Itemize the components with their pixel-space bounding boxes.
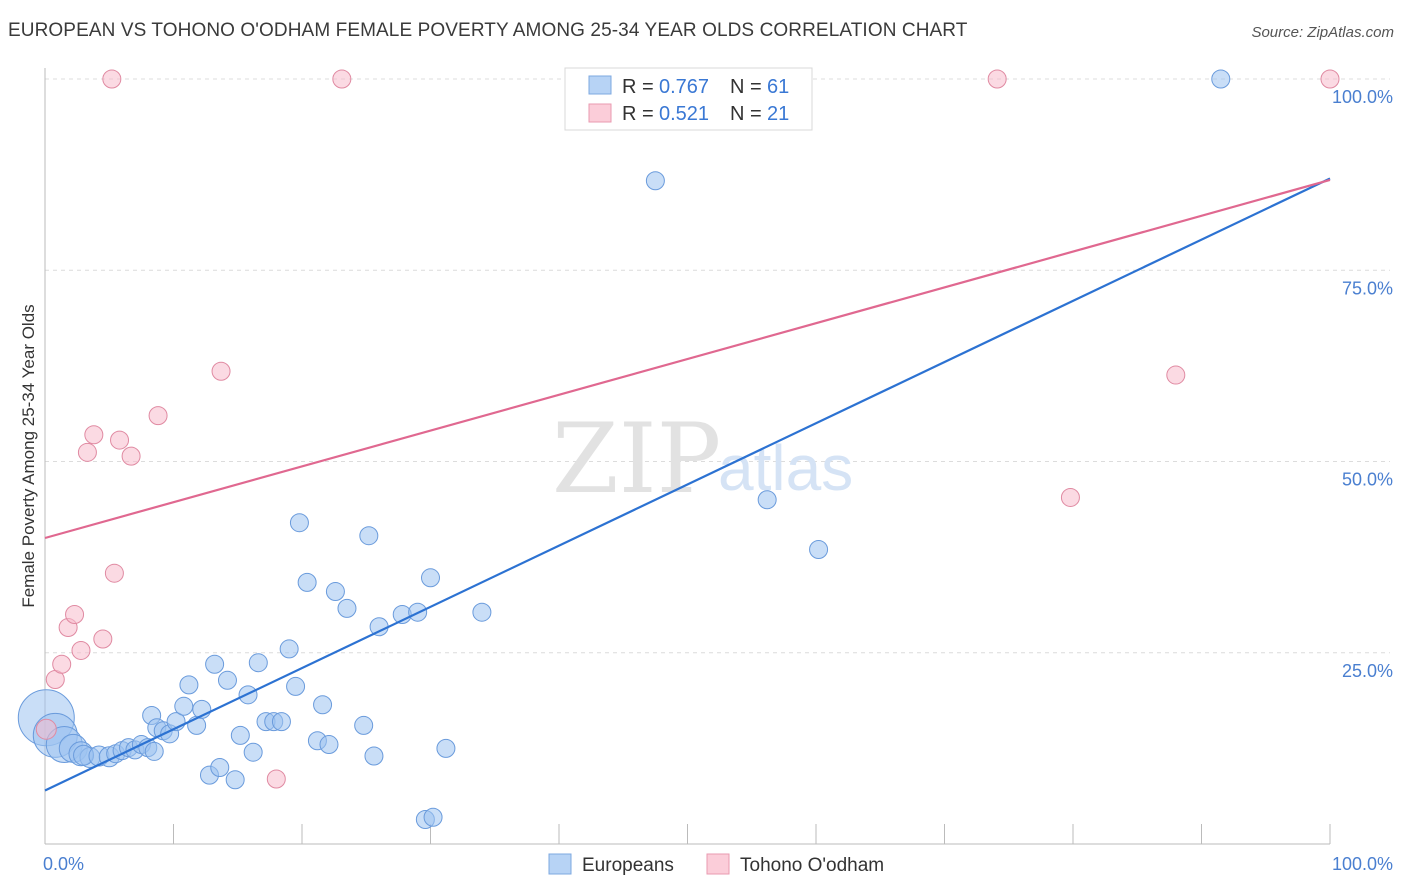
european-point-28: [217, 670, 237, 690]
tohono-point-16: [332, 69, 352, 89]
trend-line-tohono: [44, 178, 1331, 540]
european-point-53: [421, 568, 440, 588]
european-point-56: [472, 602, 492, 622]
tohono-point-18: [1060, 487, 1080, 507]
european-point-57: [645, 171, 665, 191]
x-tick-labels: 0.0% 100.0%: [43, 854, 1393, 874]
watermark-atlas: atlas: [718, 432, 853, 504]
legend-n-value-0: 61: [767, 76, 789, 98]
tohono-point-11: [110, 430, 130, 450]
tohono-point-15: [266, 769, 286, 789]
legend-r-label-1: R =: [622, 103, 654, 125]
bottom-legend-label-tohono: Tohono O'odham: [740, 855, 884, 876]
tohono-point-14: [211, 361, 231, 381]
european-point-15: [144, 741, 164, 761]
y-tick-label-1: 50.0%: [1342, 470, 1393, 490]
tohono-point-5: [71, 640, 91, 660]
tohono-point-9: [102, 69, 122, 89]
y-tick-label-0: 25.0%: [1342, 661, 1393, 681]
legend-swatch-europeans: [588, 75, 612, 95]
tohono-point-10: [104, 563, 124, 583]
y-tick-label-3: 100.0%: [1332, 87, 1393, 107]
trend-lines: [44, 177, 1331, 792]
european-point-32: [243, 742, 263, 762]
european-point-43: [319, 735, 339, 755]
european-point-48: [364, 746, 384, 766]
legend-r-value-1: 0.521: [659, 103, 709, 125]
european-point-37: [279, 639, 299, 659]
legend-r-value-0: 0.767: [659, 76, 709, 98]
european-point-39: [289, 513, 309, 533]
legend-n-value-1: 21: [767, 103, 789, 125]
european-point-47: [359, 526, 379, 546]
european-point-40: [297, 572, 317, 592]
bottom-legend: Europeans Tohono O'odham: [548, 853, 884, 876]
european-point-44: [325, 582, 345, 602]
bottom-legend-swatch-tohono: [706, 853, 730, 875]
watermark: ZIP atlas: [552, 403, 853, 515]
european-point-33: [248, 653, 268, 673]
european-point-58: [757, 490, 777, 510]
tohono-point-7: [84, 425, 104, 445]
european-point-22: [179, 675, 199, 695]
y-tick-label-2: 75.0%: [1342, 278, 1393, 298]
series-europeans-points: [17, 69, 1231, 830]
european-point-45: [337, 598, 357, 618]
tohono-point-13: [148, 406, 168, 426]
legend-n-label-0: N =: [730, 76, 762, 98]
european-point-21: [174, 696, 194, 716]
y-axis-label: Female Poverty Among 25-34 Year Olds: [19, 304, 38, 607]
watermark-zip: ZIP: [552, 403, 721, 515]
european-point-60: [1211, 69, 1231, 89]
tohono-point-6: [77, 442, 97, 462]
trend-line-europeans: [44, 177, 1331, 792]
tohono-point-8: [93, 629, 113, 649]
european-point-59: [809, 539, 829, 559]
european-point-38: [286, 676, 306, 696]
european-point-29: [225, 770, 245, 790]
x-tick-label-1: 100.0%: [1332, 854, 1393, 874]
tohono-point-2: [52, 654, 72, 674]
chart-title: EUROPEAN VS TOHONO O'ODHAM FEMALE POVERT…: [8, 20, 968, 41]
series-tohono-points: [35, 69, 1340, 789]
european-point-49: [369, 617, 389, 637]
european-point-55: [436, 738, 456, 758]
legend-swatch-tohono: [588, 103, 612, 123]
tohono-point-4: [65, 605, 85, 624]
tohono-point-19: [1166, 365, 1186, 385]
european-point-30: [230, 725, 250, 745]
european-point-42: [313, 695, 333, 715]
bottom-legend-label-europeans: Europeans: [582, 855, 674, 876]
legend-r-label-0: R =: [622, 76, 654, 98]
european-point-36: [271, 712, 291, 732]
bottom-legend-swatch-europeans: [548, 853, 572, 875]
legend-n-label-1: N =: [730, 103, 762, 125]
x-tick-label-0: 0.0%: [43, 854, 84, 874]
tohono-point-20: [1320, 69, 1340, 89]
top-legend: R = 0.767 N = 61 R = 0.521 N = 21: [564, 67, 813, 131]
european-point-26: [205, 654, 225, 674]
y-tick-labels: 25.0% 50.0% 75.0% 100.0%: [1332, 87, 1393, 681]
gridlines: [45, 78, 1390, 654]
tohono-point-0: [35, 718, 57, 740]
chart-source: Source: ZipAtlas.com: [1251, 24, 1394, 41]
tohono-point-17: [987, 69, 1007, 89]
european-point-46: [354, 715, 374, 735]
tohono-point-12: [121, 446, 141, 466]
european-point-54: [423, 807, 443, 827]
european-point-27: [210, 758, 230, 777]
